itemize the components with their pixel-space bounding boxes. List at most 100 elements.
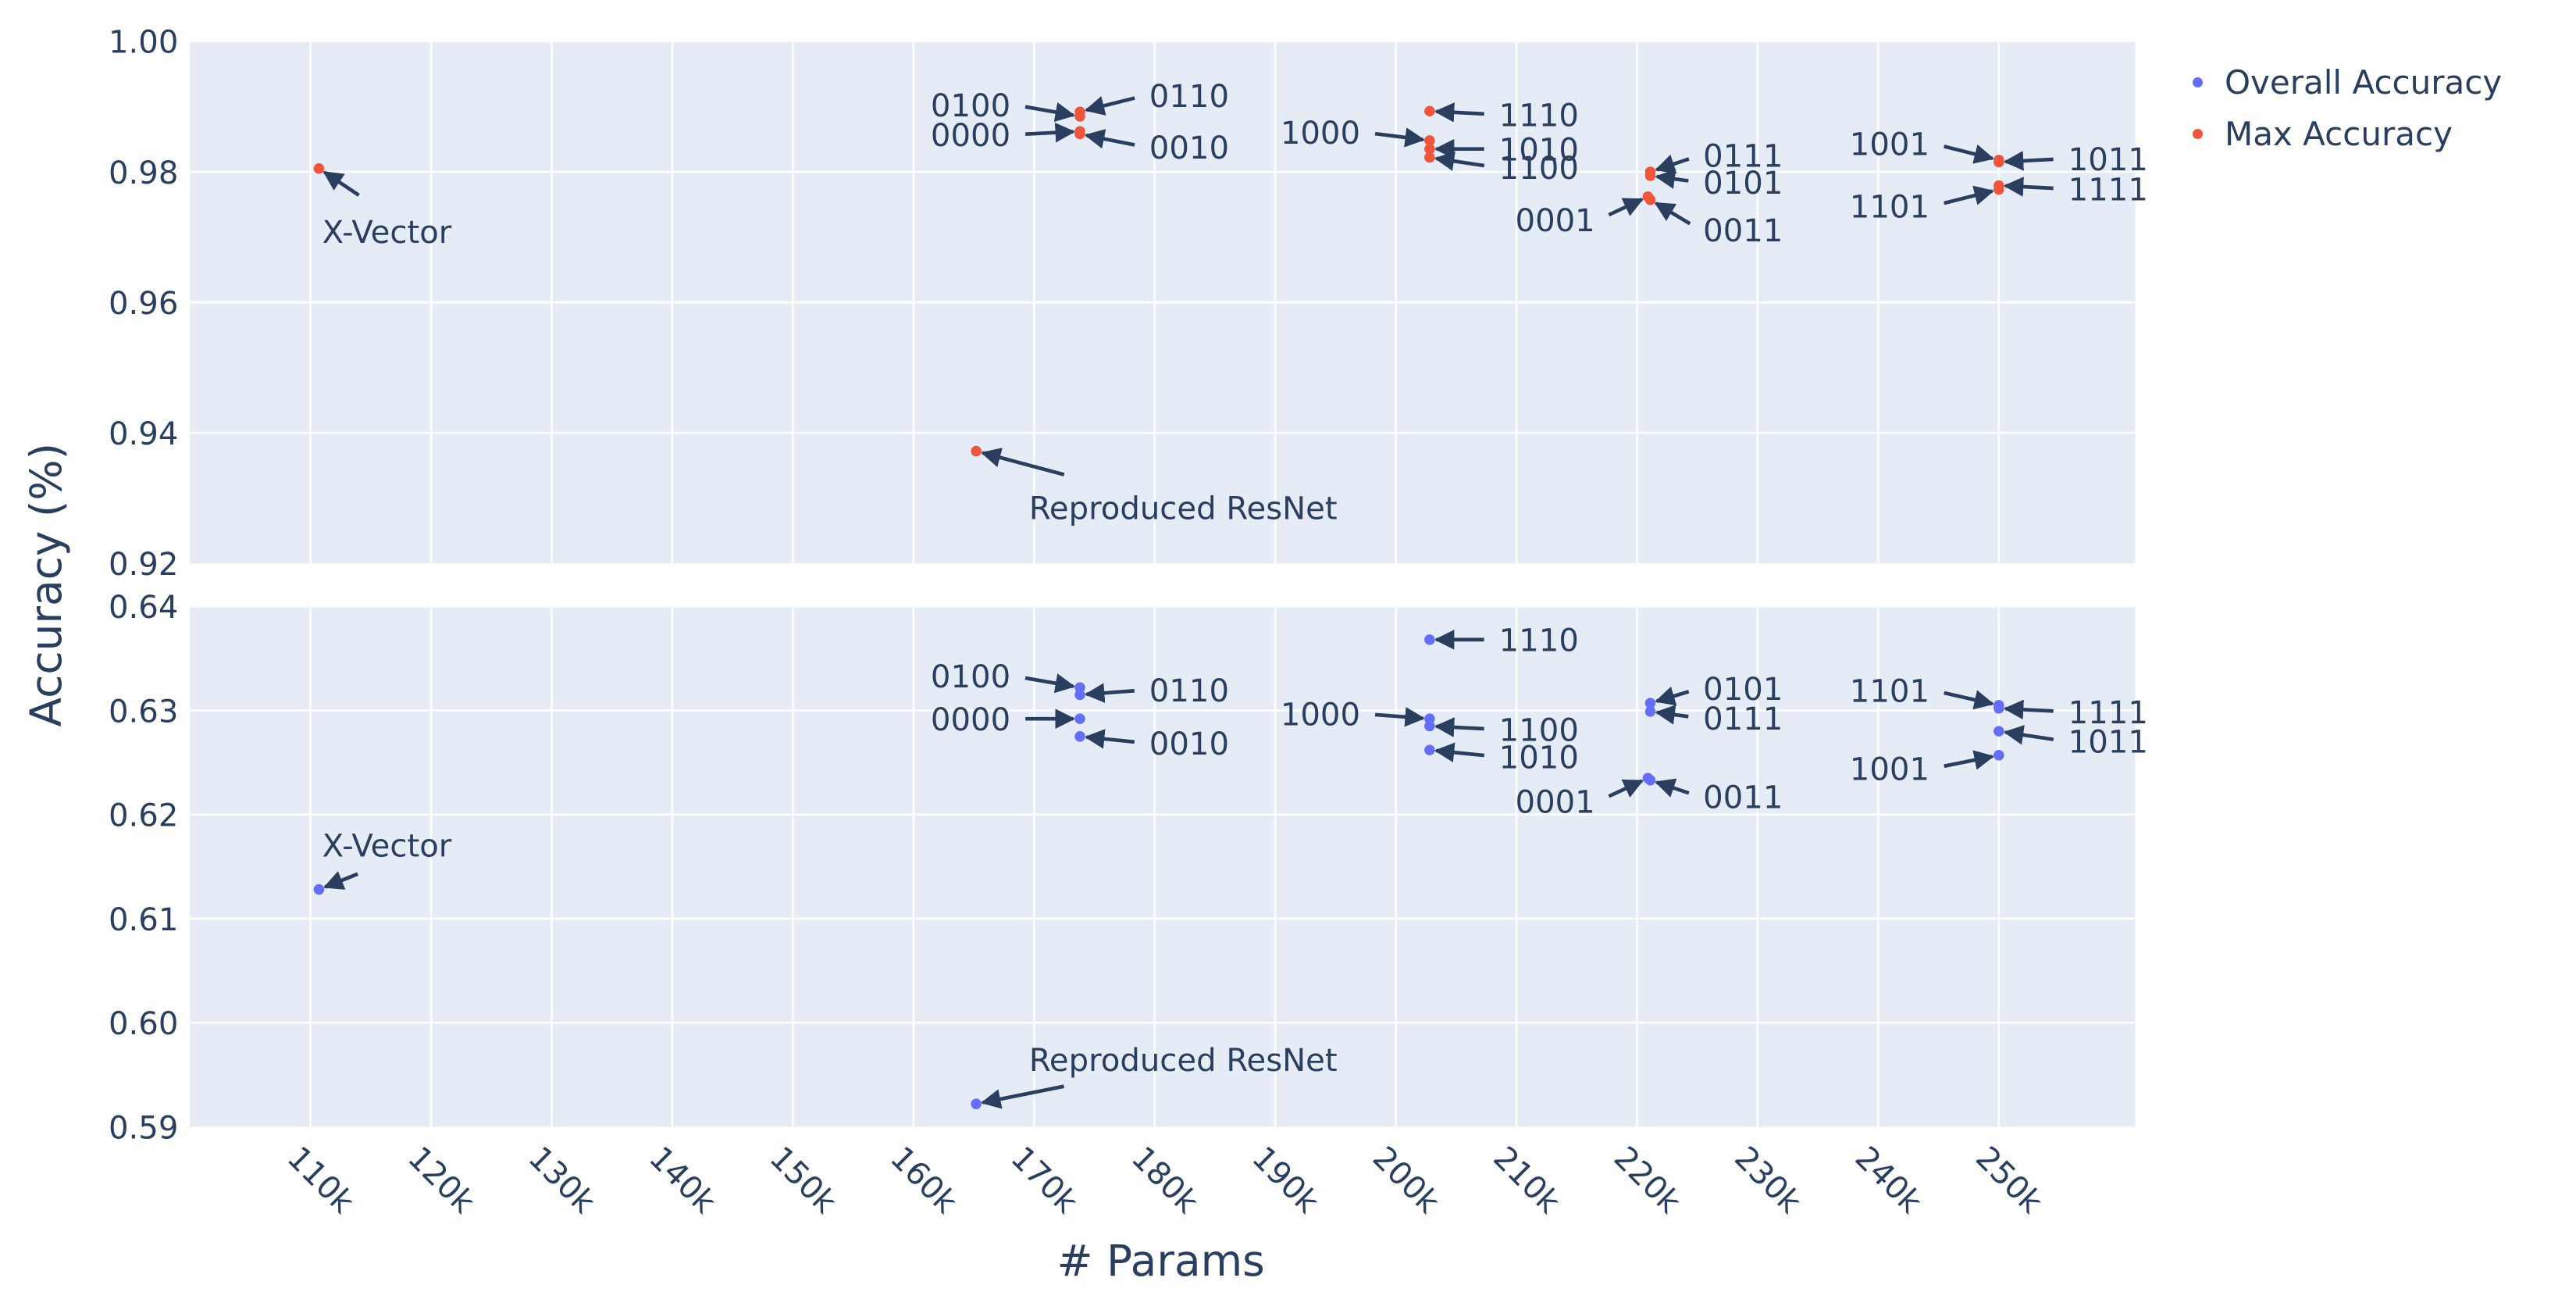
y-tick-label: 0.64	[109, 590, 178, 626]
annotation-label: 1100	[1499, 151, 1579, 187]
annotation-label: 0111	[1703, 139, 1783, 175]
annotation-arrow	[1084, 729, 1135, 749]
annotation-arrow	[1655, 169, 1689, 189]
x-tick-label: 200k	[1366, 1140, 1447, 1221]
data-point	[1644, 698, 1656, 708]
x-tick-label: 240k	[1848, 1140, 1929, 1221]
annotation-arrow	[1025, 122, 1076, 143]
annotation-arrow	[2003, 177, 2054, 197]
annotation-arrow	[322, 871, 359, 890]
annotation-arrow	[1655, 705, 1689, 725]
annotation-arrow	[1608, 198, 1644, 217]
x-tick-label: 250k	[1969, 1140, 2050, 1221]
annotation-label: 1011	[2068, 142, 2148, 178]
data-point	[1424, 713, 1435, 724]
annotation-label: 1001	[1850, 127, 1929, 163]
x-tick-label: 120k	[401, 1140, 482, 1221]
annotation-arrow	[1084, 683, 1135, 703]
data-point	[1993, 703, 2004, 714]
annotation-arrow	[1655, 154, 1690, 174]
data-point	[1644, 706, 1656, 717]
legend-item-max-accuracy[interactable]: Max Accuracy	[2186, 108, 2502, 159]
annotation-label: 0001	[1516, 203, 1595, 239]
annotation-label: 1111	[2068, 695, 2148, 731]
y-tick-label: 0.61	[109, 902, 178, 938]
data-point	[1424, 105, 1435, 117]
x-tick-label: 220k	[1607, 1140, 1688, 1221]
data-point	[1644, 195, 1656, 205]
annotation-arrow	[1944, 144, 1995, 164]
y-axis-title: Accuracy (%)	[21, 443, 71, 727]
data-point	[1074, 128, 1085, 140]
legend: Overall Accuracy Max Accuracy	[2186, 56, 2502, 159]
annotation-arrow	[980, 1084, 1064, 1109]
data-point	[1074, 106, 1085, 117]
legend-label-max: Max Accuracy	[2225, 114, 2453, 153]
legend-marker-overall-icon	[2193, 77, 2203, 87]
annotation-label: 0011	[1703, 213, 1783, 249]
y-tick-label: 0.94	[109, 416, 178, 452]
annotation-label: 0010	[1149, 130, 1229, 166]
legend-label-overall: Overall Accuracy	[2225, 62, 2503, 102]
data-point	[1993, 156, 2004, 168]
x-tick-label: 230k	[1727, 1140, 1808, 1221]
data-point	[1424, 720, 1435, 732]
annotation-arrow	[1434, 102, 1484, 123]
annotation-arrow	[1024, 102, 1076, 123]
x-tick-label: 160k	[883, 1140, 964, 1221]
annotation-arrow	[1654, 202, 1691, 226]
y-tick-label: 0.96	[109, 286, 178, 322]
annotation-arrow	[1944, 750, 1995, 770]
annotation-arrow	[1374, 127, 1426, 148]
annotation-arrow	[1374, 707, 1425, 727]
annotation-arrow	[1024, 673, 1076, 694]
annotation-label: 0000	[931, 702, 1010, 738]
x-tick-label: 150k	[763, 1140, 844, 1221]
data-point	[1993, 180, 2004, 191]
annotation-arrow	[1608, 779, 1644, 798]
annotation-label: 1110	[1499, 623, 1579, 659]
annotation-label: 0011	[1703, 780, 1783, 816]
data-point	[1424, 634, 1435, 645]
annotation-label: X-Vector	[322, 215, 452, 251]
annotation-label: 0111	[1703, 701, 1783, 737]
data-point	[1074, 713, 1085, 724]
annotation-label: 0010	[1149, 726, 1229, 762]
annotation-arrow	[2003, 699, 2054, 720]
y-tick-label: 1.00	[109, 25, 178, 61]
annotation-label: 1101	[1850, 189, 1929, 225]
annotation-arrow	[322, 170, 360, 197]
annotation-label: 1010	[1499, 133, 1579, 169]
annotation-label: 0001	[1516, 785, 1595, 821]
annotation-label: 1011	[2068, 725, 2148, 761]
annotation-label: 1100	[1499, 713, 1579, 749]
data-point	[1424, 152, 1435, 163]
annotation-arrow	[980, 448, 1065, 476]
x-tick-label: 130k	[522, 1140, 603, 1221]
y-tick-label: 0.98	[109, 155, 178, 191]
annotation-label: 0110	[1149, 673, 1229, 709]
x-tick-label: 210k	[1486, 1140, 1567, 1221]
data-point	[1424, 744, 1435, 755]
annotation-label: 0101	[1703, 166, 1783, 202]
annotation-label: 0110	[1149, 79, 1229, 115]
legend-item-overall-accuracy[interactable]: Overall Accuracy	[2186, 56, 2502, 108]
annotation-arrow	[1434, 717, 1484, 737]
data-point	[1424, 135, 1435, 146]
annotation-label: 0100	[931, 88, 1010, 124]
x-tick-label: 140k	[642, 1140, 723, 1221]
data-point	[1644, 170, 1656, 181]
legend-marker-max-icon	[2193, 128, 2203, 139]
annotation-arrow	[1084, 96, 1135, 116]
annotation-label: 1110	[1499, 98, 1579, 134]
data-point	[971, 445, 982, 457]
x-tick-label: 170k	[1004, 1140, 1085, 1221]
annotation-label: 0101	[1703, 672, 1783, 708]
data-point	[1074, 731, 1085, 742]
data-point	[1644, 774, 1656, 786]
y-tick-label: 0.63	[109, 694, 178, 730]
annotation-label: 1000	[1281, 116, 1360, 152]
annotation-label: X-Vector	[322, 828, 452, 864]
annotation-label: 1000	[1281, 698, 1360, 733]
